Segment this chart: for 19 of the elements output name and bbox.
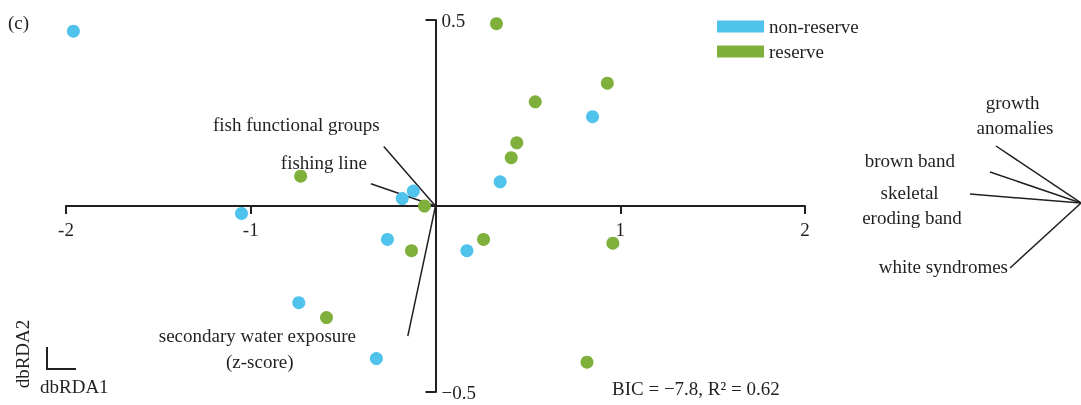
x-tick-label: 2 [800,219,810,240]
legend-label: non-reserve [769,16,859,37]
x-tick-label: -2 [58,219,74,240]
annotation: fish functional groups [213,114,380,136]
text: white syndromes [878,256,1008,277]
y-axis-title: dbRDA2 [11,319,33,389]
text: (c) [8,12,30,34]
y-tick-label: 0.5 [441,9,466,31]
text: skeletal eroding band [862,182,963,228]
legend-label: reserve [769,41,824,62]
x-axis-title: dbRDA1 [40,376,109,397]
y-tick-label: −0.5 [441,381,476,403]
text: growth anomalies [976,92,1054,138]
annotation: fishing line [280,151,367,173]
annotation: BIC = −7.8, R² = 0.62 [612,378,780,399]
x-tick-label: 1 [615,219,625,240]
annotation: secondary water exposure (z-score) [158,324,361,373]
x-tick-label: -1 [242,219,259,240]
text: brown band [864,150,956,171]
